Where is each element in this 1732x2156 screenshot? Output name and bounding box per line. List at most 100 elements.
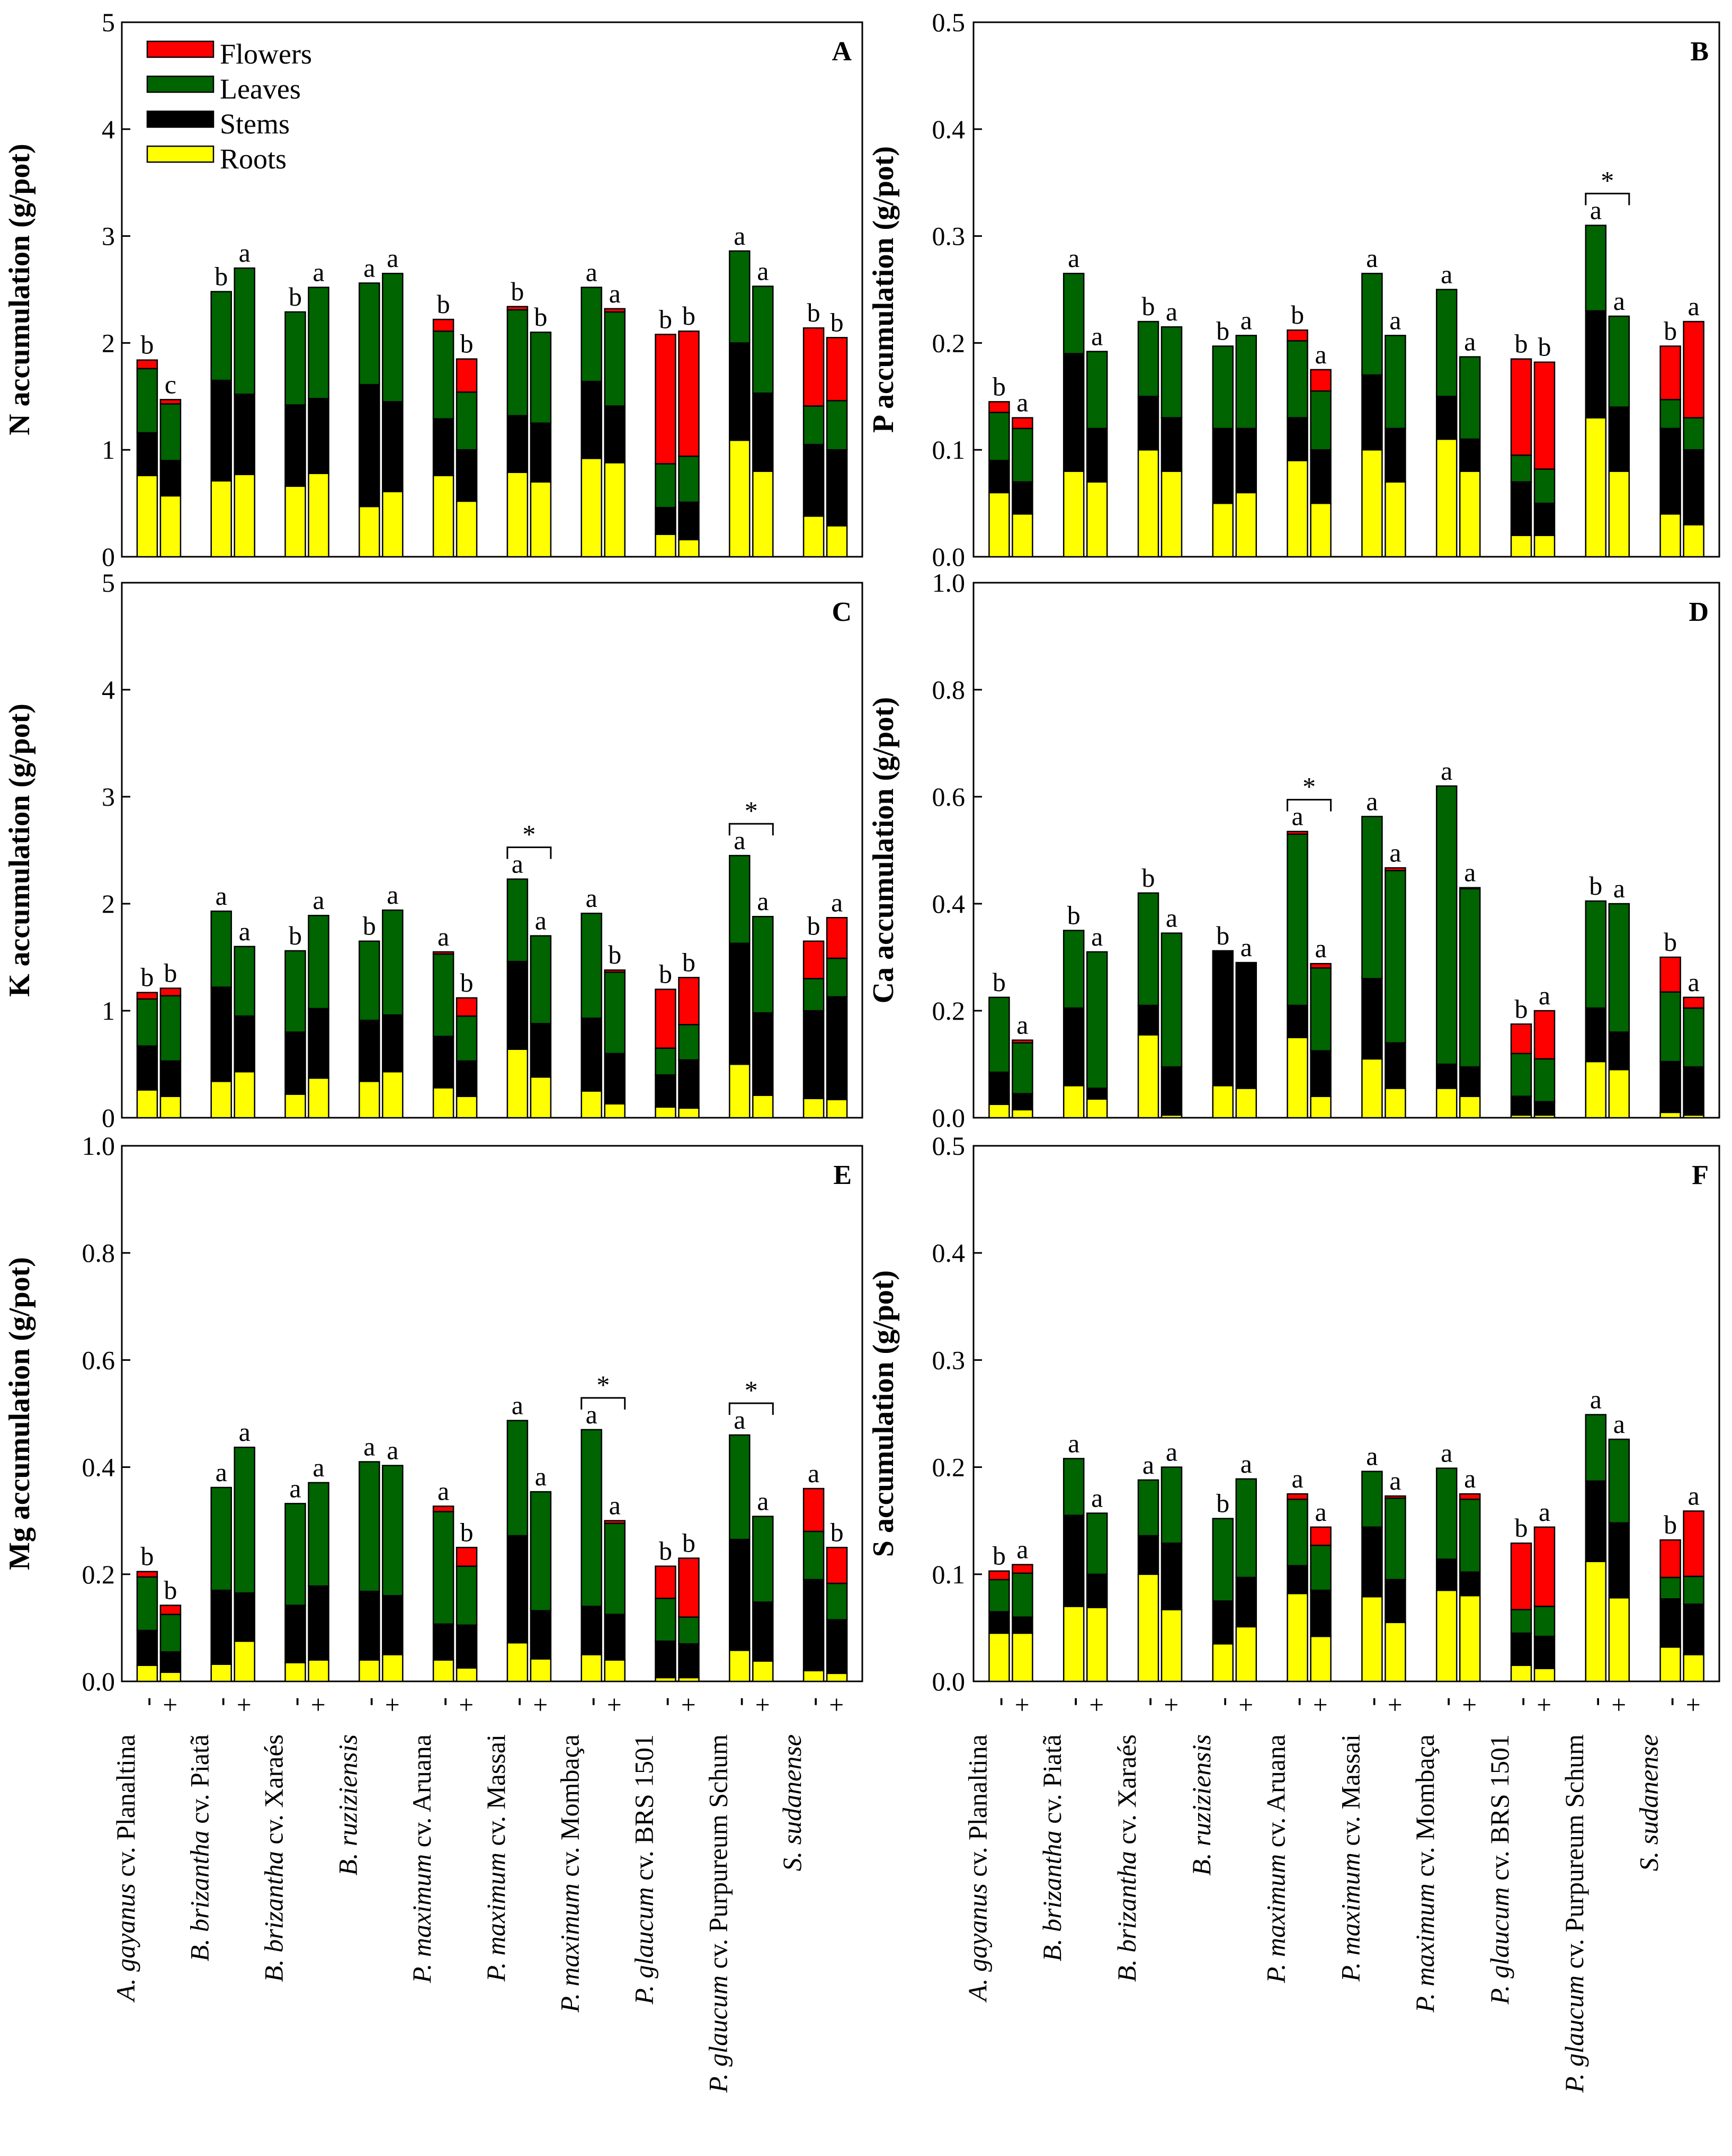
bar-segment-leaves [1310,1544,1332,1591]
y-tick-label: 0.8 [82,1238,115,1268]
bar-segment-roots [1608,1068,1630,1119]
bar-segment-stems [581,1017,602,1092]
bar-segment-roots [136,1664,158,1682]
significance-letter: a [1366,786,1378,816]
bar-segment-stems [432,1036,454,1089]
bar-segment-leaves [210,910,232,988]
bar-segment-leaves [655,1598,676,1642]
significance-letter: a [734,1405,745,1435]
bar-segment-leaves [234,267,255,395]
y-tick-label: 0.1 [932,1560,966,1589]
significance-letter: a [239,916,251,946]
category-label-part: cv. Aruana [407,1734,436,1854]
treatment-label: + [155,1697,185,1712]
bar-segment-leaves [456,1015,478,1062]
significance-letter: a [289,1473,301,1503]
bar-segment-leaves [530,935,552,1024]
category-label: B. brizantha cv. Xaraés [1112,1734,1141,1982]
bar-segment-stems [234,394,255,475]
bar-segment-roots [581,458,602,558]
bar-segment-flowers [678,977,700,1026]
bar-segment-flowers [1659,1539,1681,1579]
bar-segment-stems [604,1053,626,1104]
bar-segment-leaves [234,1446,255,1594]
bar-segment-leaves [1459,1499,1481,1573]
bar-segment-leaves [1510,1609,1532,1634]
category-label-part: cv. Massai [481,1734,511,1852]
bar-segment-stems [1086,1573,1108,1608]
bar-segment-roots [1659,1111,1681,1119]
bar-segment-roots [136,1089,158,1119]
significance-letter: a [216,1457,227,1487]
bar-segment-leaves [1310,390,1332,451]
bar-segment-flowers [136,359,158,370]
bar-segment-roots [210,1663,232,1682]
bar-segment-flowers [1683,1510,1704,1578]
y-tick-label: 0.3 [932,1345,966,1375]
significance-letter: b [1515,1513,1528,1543]
significance-asterisk: * [745,1375,758,1405]
y-tick-label: 0.1 [932,435,966,465]
bar-segment-roots [752,1660,774,1682]
category-label-part: S. sudanense [1634,1734,1664,1871]
bar-segment-roots [1683,1654,1704,1682]
y-tick-label: 0 [102,1103,115,1133]
bar-segment-stems [1533,502,1556,536]
bar-segment-leaves [530,331,552,424]
bar-segment-leaves [678,1024,700,1061]
bar-segment-leaves [1435,785,1458,1065]
bar-segment-leaves [1385,870,1406,1044]
significance-asterisk: * [1601,165,1614,195]
bar-segment-roots [1435,1589,1458,1682]
bar-segment-leaves [234,946,255,1017]
bar-segment-flowers [1310,369,1332,392]
significance-letter: a [1688,291,1699,321]
category-label-part: cv. BRS 1501 [629,1734,659,1887]
significance-bracket [1585,192,1630,206]
significance-letter: a [1068,243,1079,273]
treatment-label: - [354,1697,383,1706]
significance-letter: b [1067,901,1081,930]
significance-letter: a [1291,1464,1303,1493]
y-tick-label: 1 [102,435,115,465]
significance-letter: b [993,1541,1006,1571]
bar-segment-stems [382,1594,404,1655]
bar-segment-flowers [1533,1010,1556,1060]
y-tick-label: 3 [102,782,115,812]
bar-segment-leaves [1683,1007,1704,1068]
bar-segment-roots [1063,1606,1085,1682]
bar-segment-roots [1361,449,1383,558]
category-label: A. gayanus cv. Planaltina [962,1734,992,2003]
y-tick-label: 0.4 [932,889,966,919]
bar-segment-leaves [1385,1497,1406,1581]
plot-frame [121,582,863,1119]
category-label-part: A. gayanus [111,1883,140,2002]
bar-segment-roots [581,1654,602,1682]
bar-segment-stems [1510,481,1532,536]
bar-segment-leaves [1160,326,1183,418]
bar-segment-stems [988,1071,1010,1106]
bar-segment-stems [1086,427,1108,483]
bar-segment-stems [1361,978,1383,1060]
significance-letter: a [1366,243,1378,273]
bar-segment-leaves [136,998,158,1047]
bar-segment-flowers [1459,887,1481,889]
bar-segment-stems [581,1606,602,1655]
bar-segment-flowers [604,969,626,973]
significance-letter: a [216,881,227,911]
panel-letter: F [1692,1160,1709,1190]
bar-segment-roots [752,1094,774,1119]
bar-segment-flowers [1659,956,1681,993]
significance-letter: b [1291,300,1304,329]
bar-segment-stems [506,960,529,1050]
legend-swatch-stems [146,110,215,128]
significance-letter: b [831,1517,844,1547]
bar-segment-stems [802,443,825,517]
bar-segment-leaves [159,1614,182,1653]
bar-segment-stems [1385,1579,1406,1624]
bar-segment-leaves [1659,1576,1681,1600]
bar-segment-roots [655,533,676,558]
bar-segment-leaves [1086,351,1108,430]
significance-letter: a [363,1431,375,1461]
significance-letter: a [1240,305,1252,335]
